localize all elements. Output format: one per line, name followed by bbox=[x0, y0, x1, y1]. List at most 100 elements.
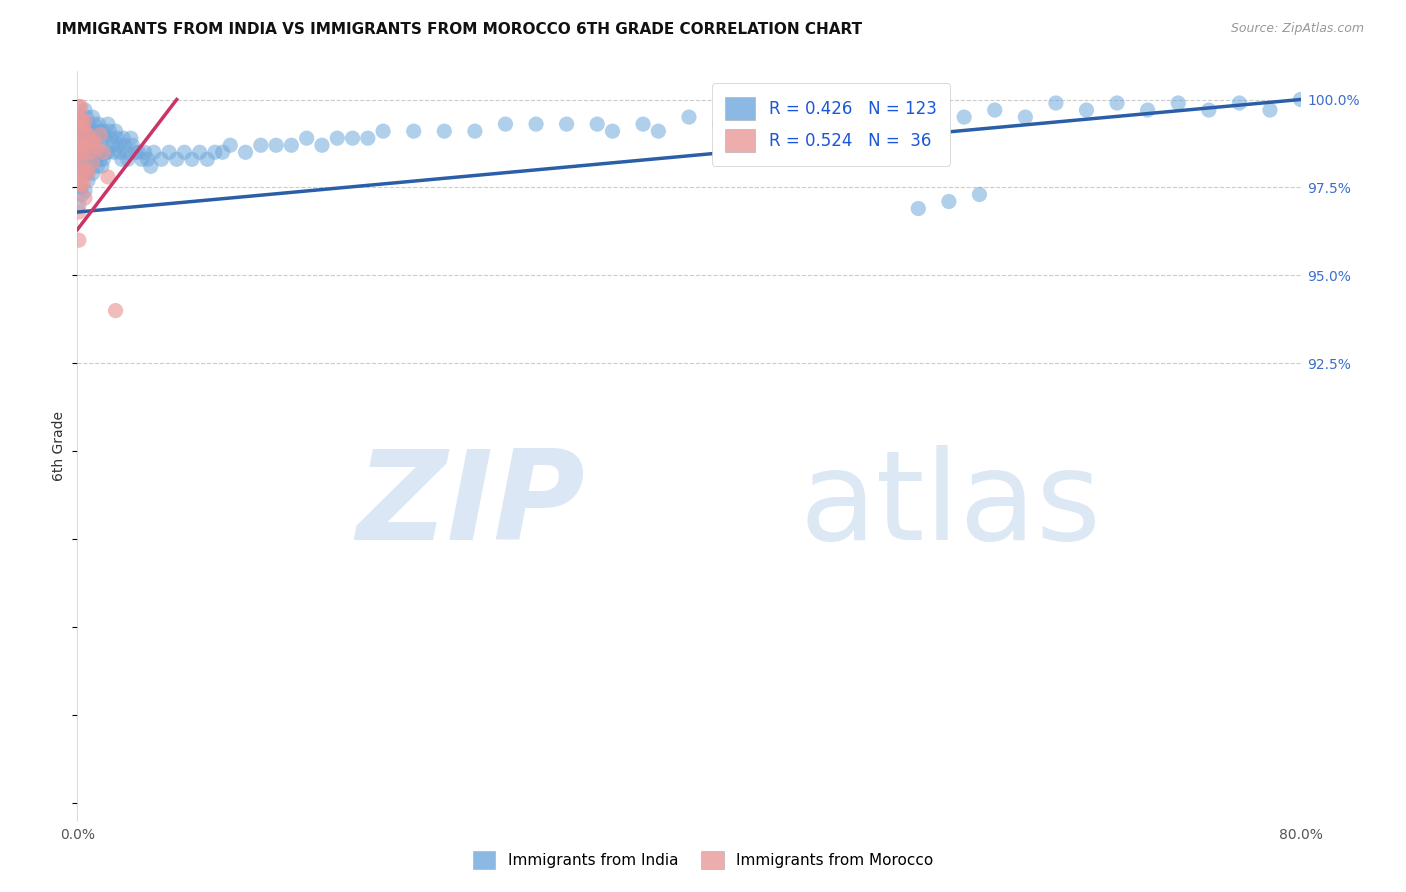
Point bbox=[77, 145, 100, 160]
Point bbox=[464, 124, 486, 138]
Point bbox=[984, 103, 1007, 117]
Point bbox=[97, 117, 120, 131]
Point bbox=[127, 145, 149, 160]
Point bbox=[77, 128, 100, 142]
Point bbox=[131, 153, 153, 167]
Point bbox=[67, 162, 90, 177]
Point bbox=[922, 103, 945, 117]
Point bbox=[124, 145, 146, 160]
Point bbox=[1258, 103, 1281, 117]
Point bbox=[211, 145, 233, 160]
Point bbox=[678, 110, 700, 124]
Legend: Immigrants from India, Immigrants from Morocco: Immigrants from India, Immigrants from M… bbox=[467, 845, 939, 875]
Point bbox=[80, 159, 103, 173]
Point bbox=[107, 138, 129, 153]
Point bbox=[101, 138, 124, 153]
Point bbox=[82, 138, 104, 153]
Text: IMMIGRANTS FROM INDIA VS IMMIGRANTS FROM MOROCCO 6TH GRADE CORRELATION CHART: IMMIGRANTS FROM INDIA VS IMMIGRANTS FROM… bbox=[56, 22, 862, 37]
Point bbox=[181, 153, 204, 167]
Point bbox=[79, 124, 101, 138]
Point bbox=[1198, 103, 1220, 117]
Point bbox=[69, 177, 91, 191]
Point bbox=[72, 124, 94, 138]
Point bbox=[76, 110, 98, 124]
Point bbox=[80, 131, 103, 145]
Y-axis label: 6th Grade: 6th Grade bbox=[52, 411, 66, 481]
Point bbox=[115, 145, 138, 160]
Point bbox=[139, 159, 162, 173]
Point bbox=[70, 113, 93, 128]
Point bbox=[91, 153, 114, 167]
Point bbox=[67, 99, 90, 113]
Point bbox=[70, 187, 93, 202]
Point bbox=[173, 145, 195, 160]
Point bbox=[73, 156, 96, 170]
Point bbox=[142, 145, 165, 160]
Point bbox=[70, 166, 93, 180]
Point bbox=[311, 138, 333, 153]
Point bbox=[90, 159, 112, 173]
Point bbox=[150, 153, 173, 167]
Point bbox=[67, 149, 90, 163]
Point bbox=[111, 153, 134, 167]
Point bbox=[67, 162, 90, 177]
Point bbox=[907, 202, 929, 216]
Point bbox=[631, 117, 654, 131]
Point bbox=[204, 145, 226, 160]
Point bbox=[76, 128, 98, 142]
Point bbox=[97, 145, 120, 160]
Point bbox=[86, 159, 108, 173]
Point bbox=[67, 233, 90, 247]
Point bbox=[264, 138, 287, 153]
Point bbox=[800, 110, 823, 124]
Point bbox=[953, 110, 976, 124]
Point bbox=[235, 145, 257, 160]
Point bbox=[86, 131, 108, 145]
Point bbox=[84, 124, 107, 138]
Point bbox=[134, 145, 156, 160]
Point bbox=[87, 117, 110, 131]
Point bbox=[69, 110, 91, 124]
Point bbox=[121, 138, 143, 153]
Point bbox=[84, 153, 107, 167]
Point bbox=[79, 145, 101, 160]
Point bbox=[357, 131, 380, 145]
Point bbox=[105, 131, 128, 145]
Point bbox=[83, 117, 105, 131]
Point bbox=[69, 120, 91, 135]
Point bbox=[402, 124, 425, 138]
Point bbox=[69, 156, 91, 170]
Point bbox=[136, 153, 159, 167]
Point bbox=[72, 120, 94, 135]
Point bbox=[100, 131, 122, 145]
Point bbox=[76, 166, 98, 180]
Point bbox=[108, 145, 131, 160]
Point bbox=[219, 138, 242, 153]
Point bbox=[83, 145, 105, 160]
Point bbox=[1014, 110, 1036, 124]
Point bbox=[295, 131, 318, 145]
Point bbox=[77, 173, 100, 187]
Point bbox=[524, 117, 547, 131]
Point bbox=[891, 117, 914, 131]
Point bbox=[104, 124, 127, 138]
Point bbox=[83, 135, 105, 149]
Point bbox=[70, 153, 93, 167]
Point bbox=[740, 110, 762, 124]
Point bbox=[82, 156, 104, 170]
Point bbox=[67, 110, 90, 124]
Point bbox=[82, 110, 104, 124]
Point bbox=[73, 138, 96, 153]
Point bbox=[98, 124, 121, 138]
Point bbox=[157, 145, 180, 160]
Point bbox=[73, 191, 96, 205]
Point bbox=[938, 194, 960, 209]
Point bbox=[602, 124, 624, 138]
Point bbox=[73, 103, 96, 117]
Point bbox=[89, 124, 111, 138]
Point bbox=[72, 145, 94, 160]
Point bbox=[69, 138, 91, 153]
Point bbox=[87, 145, 110, 160]
Point bbox=[76, 162, 98, 177]
Point bbox=[77, 117, 100, 131]
